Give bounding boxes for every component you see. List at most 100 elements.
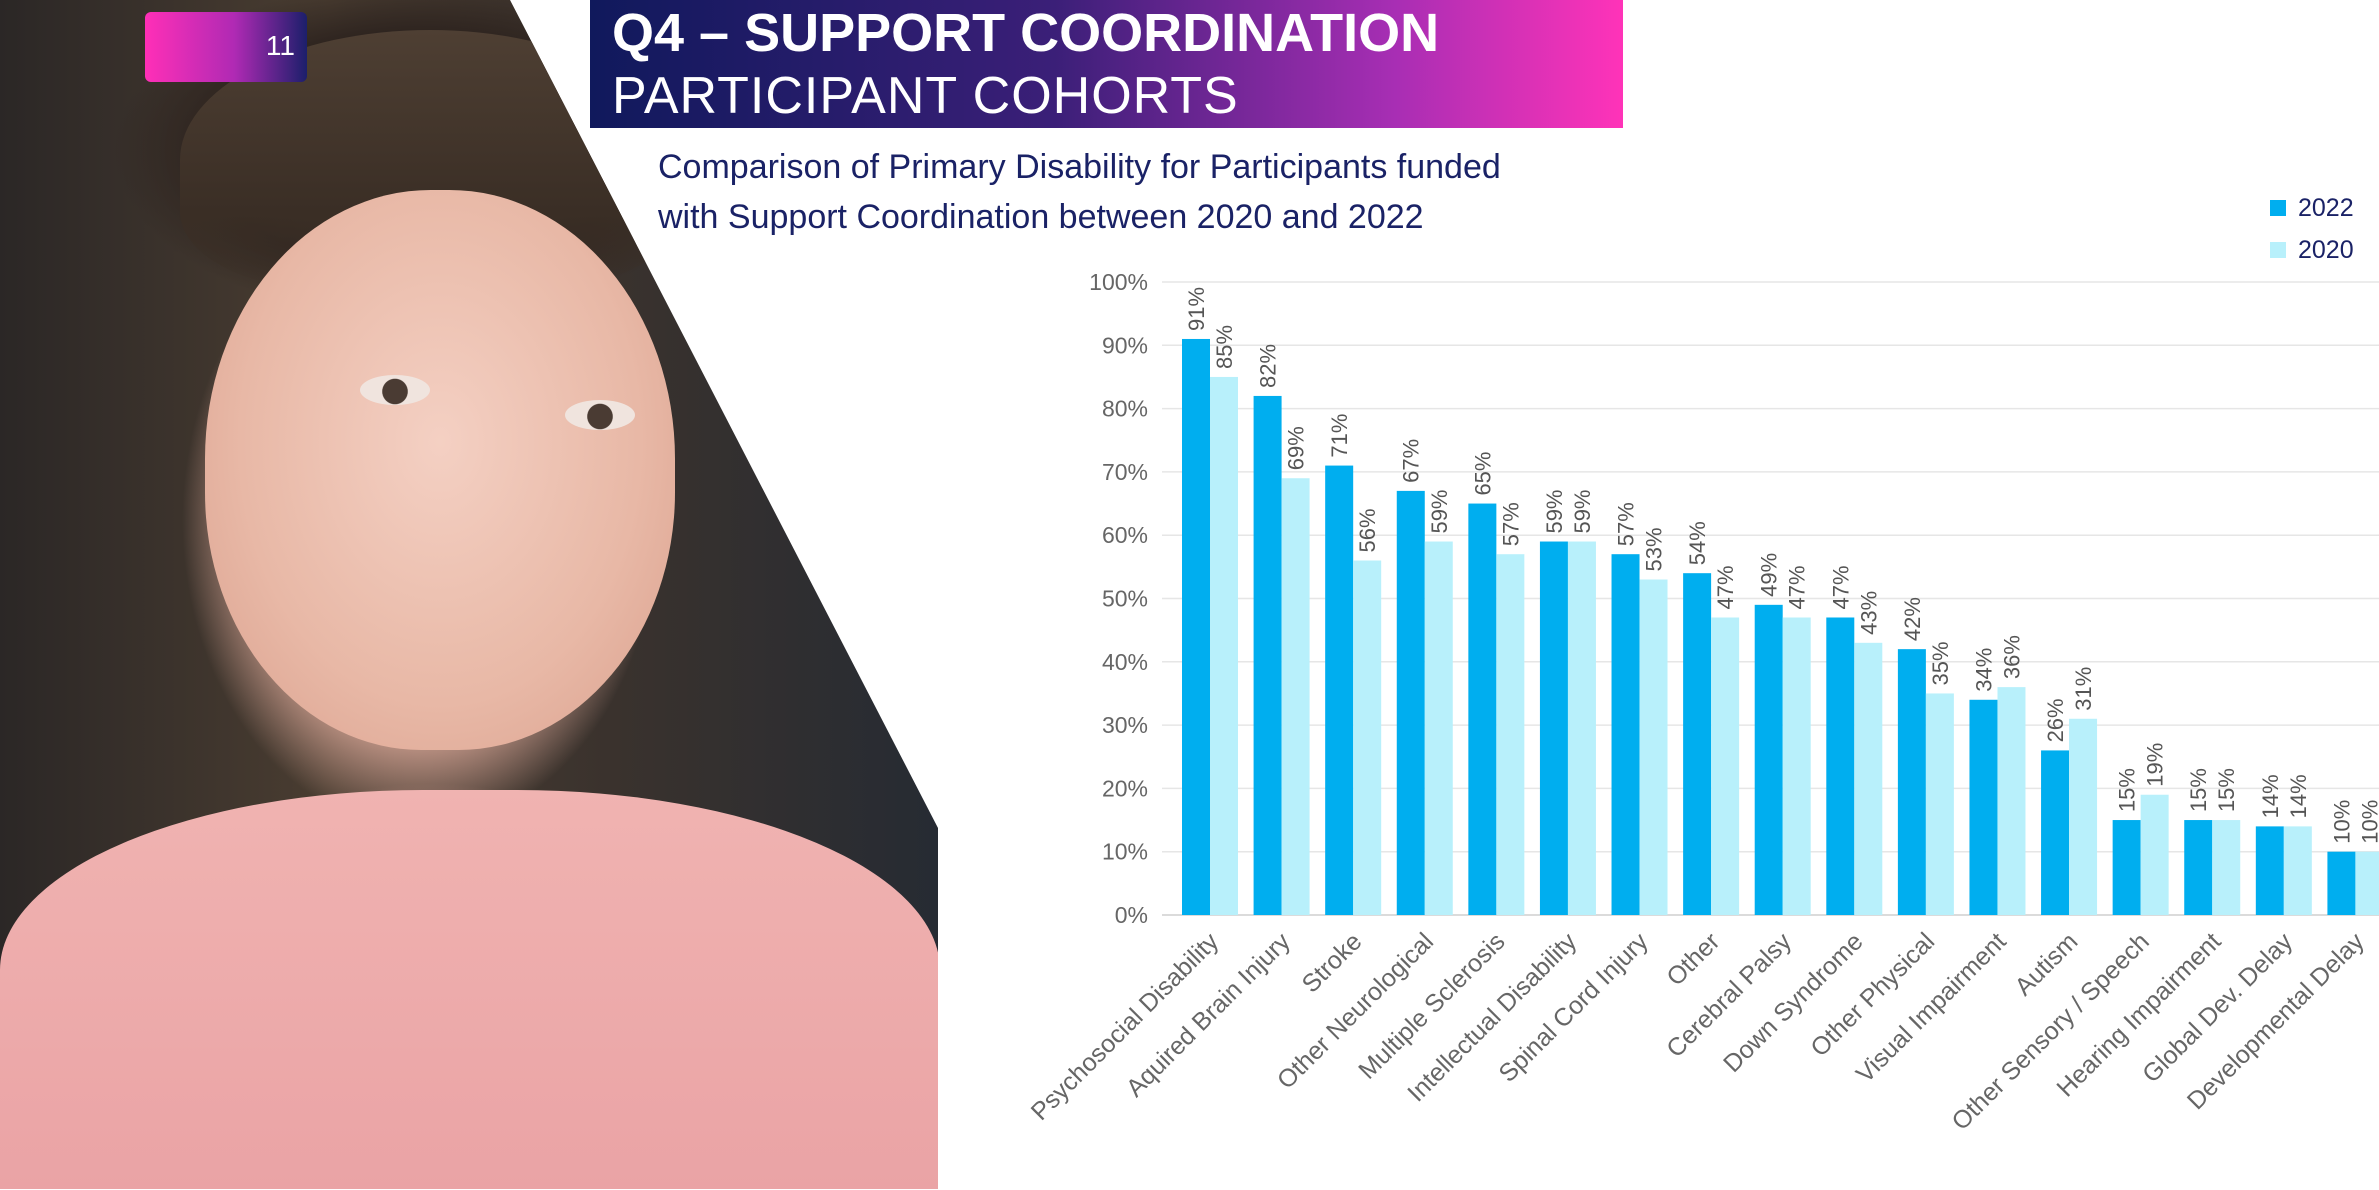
bar-2022 [1396, 490, 1425, 915]
chart-legend: 2022 2020 [2270, 194, 2354, 264]
bar-2020 [1281, 478, 1310, 915]
bar-2020 [1997, 687, 2026, 915]
value-label: 31% [2071, 667, 2096, 711]
bar-2022 [1182, 338, 1210, 916]
bar-2020 [2283, 826, 2312, 915]
y-tick-label: 70% [1102, 459, 1148, 485]
bar-2022 [1539, 541, 1568, 915]
y-tick-label: 0% [1115, 902, 1148, 928]
legend-swatch-2022 [2270, 200, 2286, 216]
page-subtitle-banner: PARTICIPANT COHORTS [612, 67, 1239, 125]
chart-subtitle-line-2: with Support Coordination between 2020 a… [658, 198, 1424, 236]
value-label: 59% [1427, 489, 1452, 533]
value-label: 42% [1900, 597, 1925, 641]
value-label: 47% [1828, 565, 1853, 609]
y-tick-label: 60% [1102, 522, 1148, 548]
page-number-badge: 11 [145, 12, 307, 82]
value-label: 15% [2214, 768, 2239, 812]
category-label: Stroke [1297, 927, 1368, 998]
bar-2020 [1567, 541, 1596, 915]
chart-subtitle: Comparison of Primary Disability for Par… [658, 142, 1658, 242]
value-label: 59% [1570, 489, 1595, 533]
bar-2022 [2184, 820, 2213, 915]
bar-2022 [1754, 604, 1783, 915]
value-label: 15% [2186, 768, 2211, 812]
title-banner: Q4 – SUPPORT COORDINATION PARTICIPANT CO… [590, 0, 1623, 128]
chart-value-labels: 91%85% 82%69% 71%56%67%59%65%57% 59% 59% 57%5… [1184, 287, 2379, 844]
y-tick-label: 90% [1102, 332, 1148, 358]
bar-2022 [1325, 465, 1354, 915]
chart-subtitle-line-1: Comparison of Primary Disability for Par… [658, 148, 1501, 186]
value-label: 54% [1685, 521, 1710, 565]
y-tick-label: 20% [1102, 775, 1148, 801]
bar-2020 [1854, 642, 1883, 915]
bar-2020 [1210, 376, 1238, 915]
value-label: 36% [1999, 635, 2024, 679]
bar-2020 [1496, 554, 1525, 915]
value-label: 15% [2115, 768, 2140, 812]
value-label: 10% [2329, 800, 2354, 844]
bar-2022 [1253, 395, 1282, 915]
photo-shirt [0, 790, 938, 1189]
bar-2022 [2255, 826, 2284, 915]
y-tick-label: 100% [1089, 269, 1148, 295]
value-label: 43% [1856, 591, 1881, 635]
value-label: 91% [1184, 287, 1209, 331]
bar-2020 [1711, 617, 1740, 915]
bar-2020 [2355, 851, 2379, 915]
category-label: Other [1661, 927, 1725, 991]
value-label: 71% [1327, 414, 1352, 458]
bar-2022 [1468, 503, 1497, 915]
y-tick-label: 10% [1102, 839, 1148, 865]
bar-2022 [2112, 820, 2141, 915]
value-label: 14% [2286, 774, 2311, 818]
value-label: 34% [1971, 648, 1996, 692]
photo-face [205, 190, 675, 750]
bar-2020 [1782, 617, 1811, 915]
chart-bars [1182, 338, 2379, 916]
y-tick-label: 50% [1102, 586, 1148, 612]
value-label: 49% [1757, 553, 1782, 597]
value-label: 57% [1498, 502, 1523, 546]
bar-2020 [1925, 693, 1954, 915]
bar-2020 [2140, 794, 2169, 915]
bar-2022 [2041, 750, 2070, 915]
bar-2020 [2212, 820, 2241, 915]
value-label: 65% [1470, 452, 1495, 496]
bar-2022 [1683, 573, 1712, 915]
value-label: 69% [1284, 426, 1309, 470]
value-label: 47% [1785, 565, 1810, 609]
value-label: 85% [1212, 325, 1237, 369]
bar-2022 [1611, 554, 1640, 915]
bar-2022 [2327, 851, 2356, 915]
value-label: 47% [1713, 565, 1738, 609]
bar-2020 [1424, 541, 1453, 915]
bar-2020 [1353, 560, 1382, 915]
category-label: Other Physical [1805, 927, 1940, 1062]
photo-eye-right [565, 400, 635, 430]
value-label: 82% [1256, 344, 1281, 388]
y-tick-label: 40% [1102, 649, 1148, 675]
value-label: 56% [1355, 508, 1380, 552]
value-label: 14% [2258, 774, 2283, 818]
value-label: 53% [1642, 527, 1667, 571]
y-tick-label: 30% [1102, 712, 1148, 738]
bar-2020 [2069, 718, 2098, 915]
page-number: 11 [265, 30, 295, 61]
page-title: Q4 – SUPPORT COORDINATION [612, 3, 1440, 63]
legend-label-2022: 2022 [2298, 194, 2354, 222]
value-label: 10% [2357, 800, 2379, 844]
value-label: 19% [2143, 743, 2168, 787]
y-tick-label: 80% [1102, 396, 1148, 422]
legend-swatch-2020 [2270, 242, 2286, 258]
value-label: 67% [1399, 439, 1424, 483]
bar-2022 [1826, 617, 1855, 915]
photo-eye-left [360, 375, 430, 405]
bar-2020 [1639, 579, 1668, 915]
value-label: 59% [1542, 489, 1567, 533]
category-label: Cerebral Palsy [1661, 927, 1797, 1063]
bar-2022 [1969, 699, 1998, 915]
legend-label-2020: 2020 [2298, 236, 2354, 264]
value-label: 26% [2043, 698, 2068, 742]
